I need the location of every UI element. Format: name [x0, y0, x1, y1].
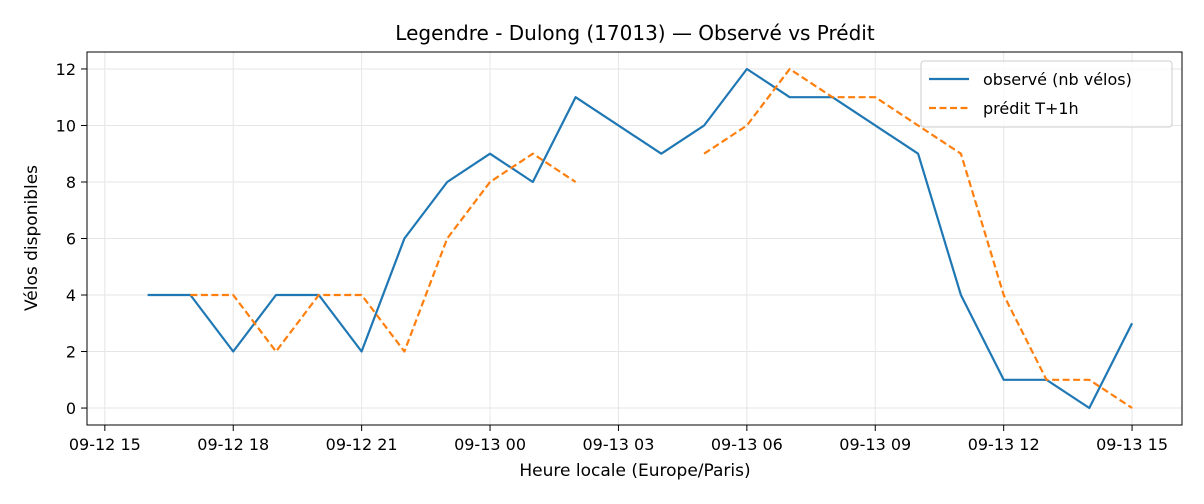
- x-tick-label: 09-13 12: [968, 435, 1040, 454]
- x-tick-label: 09-13 06: [711, 435, 783, 454]
- y-tick-label: 12: [56, 60, 76, 79]
- y-tick-label: 6: [66, 230, 76, 249]
- chart-title: Legendre - Dulong (17013) — Observé vs P…: [395, 21, 875, 45]
- y-tick-label: 8: [66, 173, 76, 192]
- y-tick-label: 10: [56, 116, 76, 135]
- x-tick-label: 09-13 00: [454, 435, 526, 454]
- y-tick-label: 4: [66, 286, 76, 305]
- x-tick-label: 09-12 15: [69, 435, 141, 454]
- observed-series-line: [147, 67, 1134, 410]
- y-tick-label: 2: [66, 343, 76, 362]
- x-axis: 09-12 15 09-12 18 09-12 21 09-13 00 09-13 03…: [69, 425, 1168, 454]
- predicted-series-line: [190, 152, 577, 353]
- legend-label-predicted: prédit T+1h: [983, 99, 1079, 118]
- x-tick-label: 09-13 15: [1096, 435, 1168, 454]
- x-tick-label: 09-12 18: [197, 435, 269, 454]
- legend-label-observed: observé (nb vélos): [983, 70, 1132, 89]
- y-tick-label: 0: [66, 399, 76, 418]
- legend-box: [920, 60, 1173, 128]
- x-tick-label: 09-13 03: [582, 435, 654, 454]
- y-axis: 0 2 4 6 8 10 12: [56, 60, 87, 418]
- legend: observé (nb vélos) prédit T+1h: [920, 60, 1173, 128]
- series-lines: [147, 67, 1134, 410]
- x-axis-label: Heure locale (Europe/Paris): [519, 461, 750, 481]
- y-axis-label: Vélos disponibles: [22, 165, 42, 311]
- x-tick-label: 09-13 09: [839, 435, 911, 454]
- predicted-series-line: [703, 67, 1133, 409]
- x-tick-label: 09-12 21: [326, 435, 398, 454]
